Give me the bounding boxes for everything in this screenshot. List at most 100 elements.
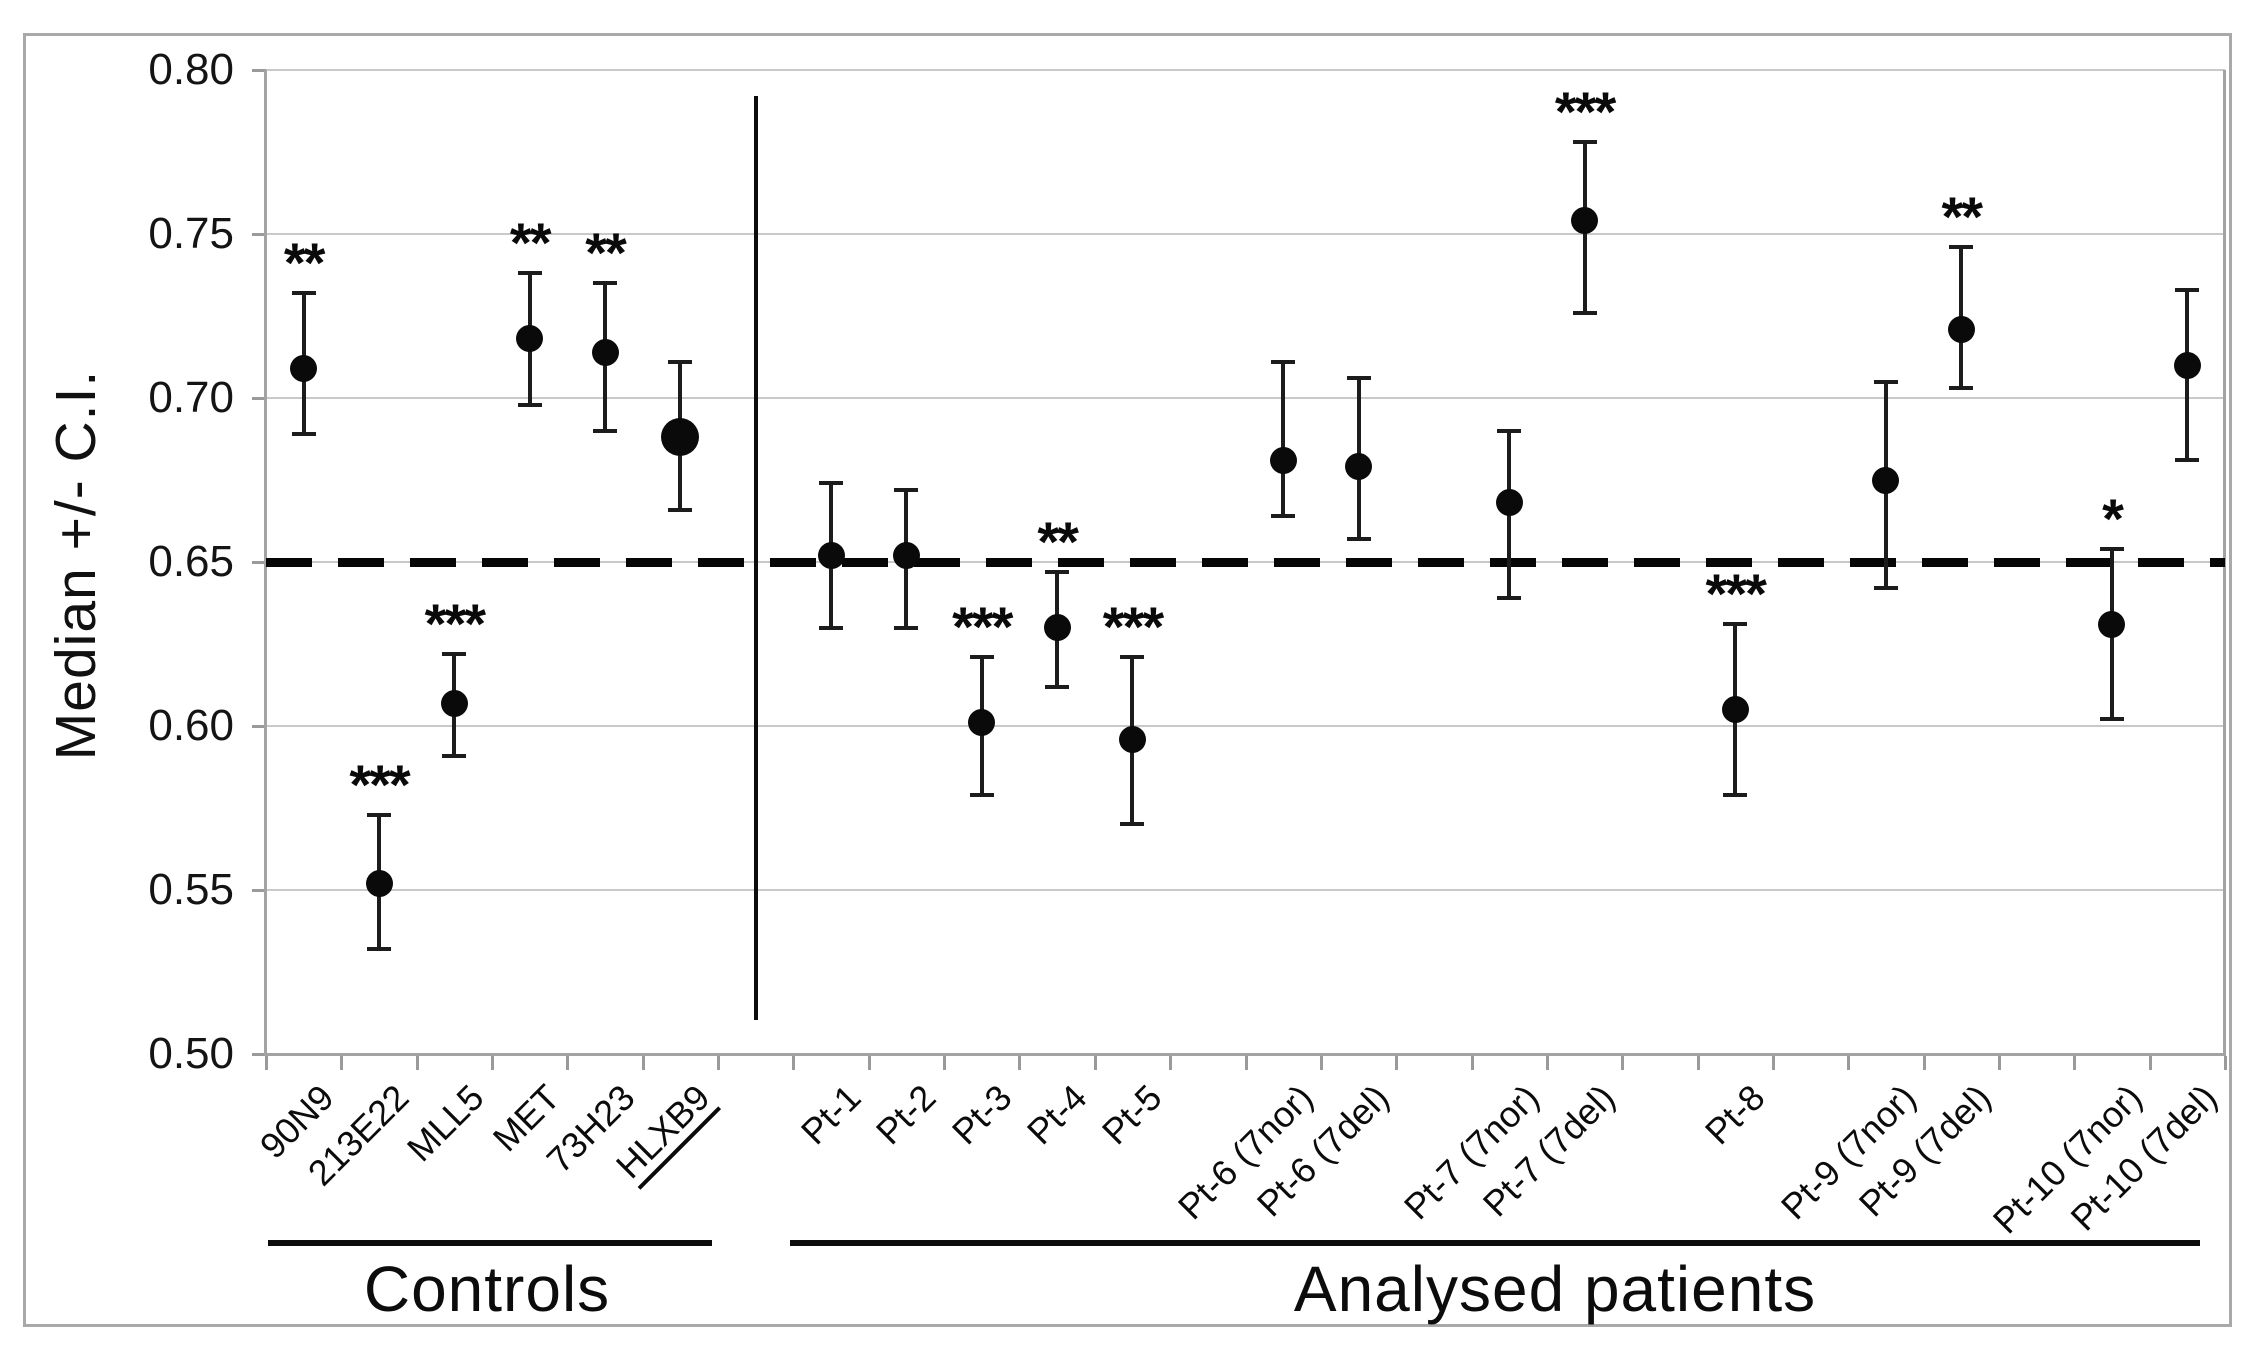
y-tick-label: 0.70 <box>148 373 234 422</box>
x-axis-tick <box>1922 1056 1926 1070</box>
error-bar-cap-top <box>1723 622 1748 627</box>
error-bar-cap-bottom <box>367 947 392 952</box>
y-axis-tick <box>252 889 266 892</box>
error-bar-cap-bottom <box>1572 310 1597 315</box>
significance-stars: *** <box>952 595 1013 659</box>
y-gridline <box>266 725 2225 727</box>
group-underline <box>790 1240 2200 1246</box>
x-axis-tick <box>1018 1056 1022 1070</box>
y-axis-tick <box>252 397 266 400</box>
x-axis-tick <box>1244 1056 1248 1070</box>
marker-dot <box>817 541 845 569</box>
error-bar-cap-top <box>593 281 618 286</box>
x-axis-tick <box>1696 1056 1700 1070</box>
marker-dot <box>892 541 920 569</box>
x-axis-tick <box>1319 1056 1323 1070</box>
marker-dot <box>365 869 393 897</box>
y-tick-label: 0.80 <box>148 45 234 94</box>
error-bar-cap-bottom <box>668 507 693 512</box>
error-bar-cap-top <box>668 359 693 364</box>
marker-dot <box>290 354 318 382</box>
significance-stars: ** <box>1037 509 1079 573</box>
x-axis-tick <box>641 1056 645 1070</box>
error-bar-cap-bottom <box>1497 596 1522 601</box>
marker-dot <box>1947 315 1975 343</box>
error-bar-cap-bottom <box>291 432 316 437</box>
significance-stars: ** <box>1941 185 1983 249</box>
marker-dot <box>1571 207 1599 235</box>
error-bar-cap-bottom <box>1346 537 1371 542</box>
marker-dot <box>591 338 619 366</box>
significance-stars: *** <box>349 752 410 816</box>
x-axis-tick <box>340 1056 344 1070</box>
significance-stars: ** <box>283 231 326 295</box>
x-axis-tick <box>1997 1056 2001 1070</box>
error-bar-cap-bottom <box>593 428 618 433</box>
figure-border <box>23 33 2232 1327</box>
y-tick-label: 0.75 <box>148 209 234 258</box>
error-bar-cap-bottom <box>1949 386 1974 391</box>
y-axis-tick <box>252 233 266 236</box>
x-axis-line <box>266 1053 2225 1056</box>
error-bar-cap-top <box>894 487 919 492</box>
error-bar-cap-top <box>1949 245 1974 250</box>
significance-stars: *** <box>1705 562 1767 626</box>
x-axis-tick <box>265 1056 268 1070</box>
error-bar-cap-bottom <box>1873 586 1898 591</box>
error-bar-cap-bottom <box>1045 684 1070 689</box>
significance-stars: ** <box>585 221 627 285</box>
error-bar-cap-bottom <box>517 402 542 407</box>
error-bar-cap-top <box>2175 287 2200 292</box>
error-bar-cap-bottom <box>2175 458 2200 463</box>
error-bar-cap-bottom <box>2099 717 2124 722</box>
error-bar-cap-top <box>1120 655 1145 660</box>
marker-dot <box>968 709 996 737</box>
significance-stars: *** <box>1102 595 1164 659</box>
y-gridline <box>266 889 2225 891</box>
error-bar-cap-top <box>367 812 392 817</box>
x-axis-tick <box>1771 1056 1775 1070</box>
marker-dot <box>1495 489 1523 517</box>
x-axis-tick <box>1169 1056 1173 1070</box>
x-axis-tick <box>1093 1056 1097 1070</box>
marker-dot <box>1872 466 1900 494</box>
error-bar-cap-top <box>2099 546 2124 551</box>
error-bar-cap-top <box>1271 359 1296 364</box>
group-underline <box>268 1240 712 1246</box>
x-axis-tick <box>1545 1056 1549 1070</box>
error-bar-cap-top <box>1572 140 1597 145</box>
x-axis-tick <box>1621 1056 1625 1070</box>
error-bar-cap-bottom <box>819 625 844 630</box>
y-tick-label: 0.50 <box>148 1029 234 1078</box>
y-axis-tick <box>252 1053 266 1056</box>
error-bar-cap-bottom <box>1120 822 1145 827</box>
y-axis-tick <box>252 725 266 728</box>
error-bar-cap-top <box>819 481 844 486</box>
error-bar-cap-top <box>1873 379 1898 384</box>
error-bar <box>1281 361 1286 517</box>
x-axis-tick <box>415 1056 419 1070</box>
error-bar-cap-bottom <box>894 625 919 630</box>
marker-dot <box>1269 446 1297 474</box>
error-bar-cap-bottom <box>442 753 467 758</box>
marker-dot <box>1118 725 1146 753</box>
marker-dot <box>1345 453 1373 481</box>
significance-stars: *** <box>1554 80 1616 144</box>
error-bar-cap-top <box>969 655 994 660</box>
error-bar-cap-top <box>1346 376 1371 381</box>
group-label: Analysed patients <box>1293 1253 1817 1325</box>
error-bar-cap-top <box>442 651 467 656</box>
marker-dot <box>2173 351 2201 379</box>
x-axis-tick <box>491 1056 495 1070</box>
y-axis-line <box>264 70 267 1056</box>
x-axis-tick <box>717 1056 721 1070</box>
y-gridline <box>266 69 2225 71</box>
error-bar-cap-bottom <box>1271 514 1296 519</box>
error-bar-cap-bottom <box>969 792 994 797</box>
x-axis-tick <box>2148 1056 2152 1070</box>
reference-dashed-line <box>266 558 2225 567</box>
x-axis-tick <box>867 1056 871 1070</box>
significance-stars: ** <box>509 211 552 275</box>
x-axis-tick <box>2224 1056 2227 1070</box>
